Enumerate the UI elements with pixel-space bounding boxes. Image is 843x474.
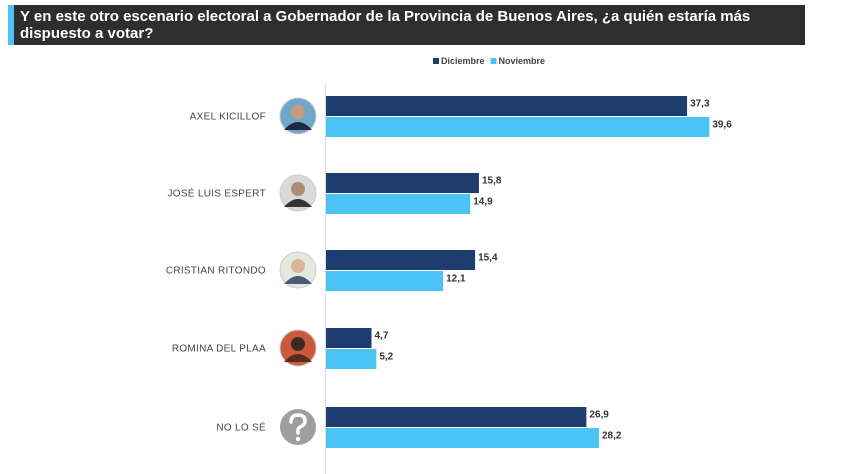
chart-title: Y en este otro escenario electoral a Gob… bbox=[20, 8, 751, 42]
avatar-head bbox=[291, 337, 305, 351]
avatar-body bbox=[284, 199, 312, 207]
value-label: 15,4 bbox=[478, 253, 498, 264]
question-dot bbox=[295, 436, 301, 442]
avatar-head bbox=[291, 259, 305, 273]
avatar-head bbox=[291, 182, 305, 196]
legend-label: Noviembre bbox=[499, 56, 546, 66]
bar bbox=[326, 328, 372, 348]
value-label: 37,3 bbox=[690, 99, 710, 110]
value-label: 28,2 bbox=[602, 431, 622, 442]
avatar-body bbox=[284, 276, 312, 284]
category-label: CRISTIAN RITONDO bbox=[166, 266, 266, 277]
value-label: 12,1 bbox=[446, 274, 466, 285]
bar bbox=[326, 250, 476, 270]
legend-swatch bbox=[433, 58, 439, 64]
avatar bbox=[279, 97, 317, 135]
avatar bbox=[280, 409, 316, 445]
avatar-head bbox=[291, 105, 305, 119]
category-label: JOSÉ LUIS ESPERT bbox=[167, 187, 266, 200]
category-label: NO LO SÉ bbox=[216, 421, 266, 434]
avatar bbox=[279, 251, 317, 289]
value-label: 39,6 bbox=[712, 120, 732, 131]
category-label: ROMINA DEL PLAA bbox=[172, 344, 266, 355]
legend-swatch bbox=[490, 58, 497, 64]
value-label: 26,9 bbox=[589, 410, 609, 421]
bar bbox=[326, 407, 587, 427]
value-label: 5,2 bbox=[379, 352, 393, 363]
bar bbox=[326, 194, 471, 214]
question-icon bbox=[289, 413, 307, 435]
bar bbox=[326, 428, 599, 448]
bar bbox=[326, 96, 688, 116]
avatar-body bbox=[284, 354, 312, 362]
avatar bbox=[279, 329, 317, 367]
title-box: Y en este otro escenario electoral a Gob… bbox=[8, 5, 805, 45]
avatar-body bbox=[284, 122, 312, 130]
category-label: AXEL KICILLOF bbox=[190, 112, 266, 123]
bar bbox=[326, 117, 710, 137]
value-label: 4,7 bbox=[374, 331, 388, 342]
bar bbox=[326, 349, 377, 369]
bar bbox=[326, 173, 479, 193]
avatar bbox=[279, 174, 317, 212]
value-label: 14,9 bbox=[473, 197, 493, 208]
value-label: 15,8 bbox=[482, 176, 502, 187]
legend-label: Diciembre bbox=[441, 56, 485, 66]
bar bbox=[326, 271, 444, 291]
